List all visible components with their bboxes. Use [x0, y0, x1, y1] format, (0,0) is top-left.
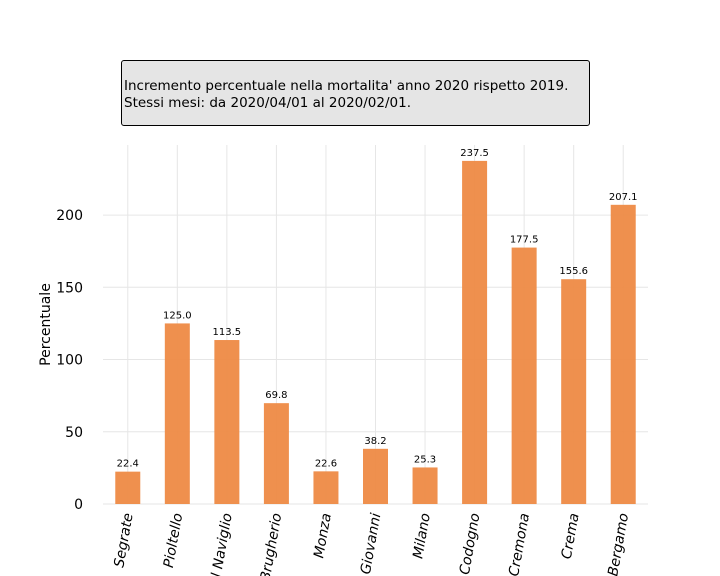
bar-value-label: 237.5 [460, 148, 489, 159]
bar-value-label: 69.8 [265, 390, 287, 401]
y-axis-label: Percentuale [38, 283, 54, 366]
chart-title-line-2: Stessi mesi: da 2020/04/01 al 2020/02/01… [124, 95, 412, 111]
x-tick-label: Crema [559, 512, 583, 560]
bar-value-label: 22.4 [117, 459, 139, 470]
bar-10 [561, 279, 587, 504]
bar-value-label: 25.3 [414, 454, 436, 465]
bar-value-label: 125.0 [163, 310, 192, 321]
x-tick-label: Giovanni [358, 512, 385, 576]
bar-4 [263, 403, 289, 504]
bar-2 [164, 323, 190, 504]
bar-8 [462, 160, 488, 504]
bar-5 [313, 471, 339, 504]
bar-9 [511, 247, 537, 505]
y-tick-label: 0 [74, 497, 83, 513]
bar-value-label: 155.6 [559, 266, 588, 277]
bar-value-label: 22.6 [315, 458, 337, 469]
x-tick-label: Segrate [111, 512, 136, 569]
chart-title-line-1: Incremento percentuale nella mortalita' … [124, 78, 569, 94]
x-tick-label: l Naviglio [209, 512, 236, 576]
y-tick-label: 100 [56, 353, 83, 369]
bar-value-label: 207.1 [609, 192, 638, 203]
x-tick-label: Codogno [457, 512, 484, 576]
x-tick-label: Monza [311, 512, 335, 560]
x-tick-label: Brugherio [258, 512, 286, 576]
x-tick-label: Milano [410, 512, 434, 560]
y-tick-label: 50 [65, 425, 83, 441]
bar-3 [214, 340, 240, 504]
bar-11 [610, 204, 636, 504]
bar-value-label: 177.5 [510, 235, 539, 246]
bar-value-label: 113.5 [213, 327, 242, 338]
x-tick-label: Cremona [506, 512, 533, 576]
chart-title-box: Incremento percentuale nella mortalita' … [121, 60, 590, 126]
bar-1 [115, 471, 141, 504]
x-tick-label: Bergamo [605, 512, 632, 576]
x-tick-label: Pioltello [161, 512, 186, 569]
y-tick-label: 150 [56, 280, 83, 296]
bar-7 [412, 467, 438, 504]
y-tick-label: 200 [56, 208, 83, 224]
bar-value-label: 38.2 [364, 436, 386, 447]
bar-6 [363, 448, 388, 504]
